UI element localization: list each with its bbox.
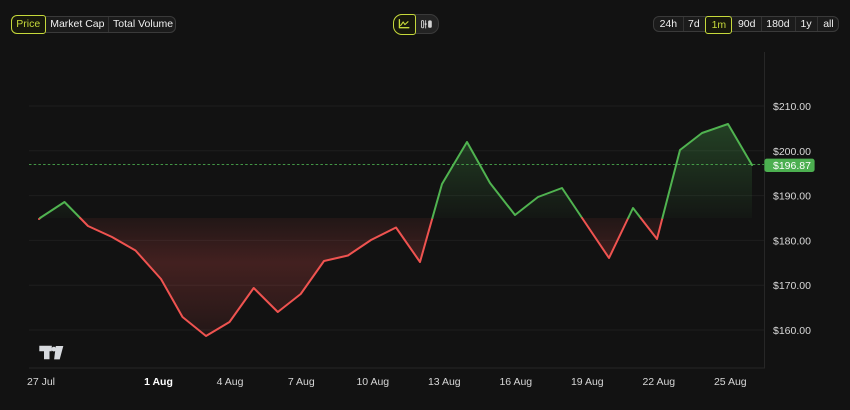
svg-text:$200.00: $200.00 — [773, 146, 811, 158]
svg-text:$210.00: $210.00 — [773, 101, 811, 113]
svg-text:10 Aug: 10 Aug — [356, 376, 389, 388]
svg-text:$170.00: $170.00 — [773, 280, 811, 292]
svg-text:13 Aug: 13 Aug — [428, 376, 461, 388]
svg-text:19 Aug: 19 Aug — [571, 376, 604, 388]
svg-text:$160.00: $160.00 — [773, 325, 811, 337]
svg-text:7 Aug: 7 Aug — [288, 376, 315, 388]
svg-text:16 Aug: 16 Aug — [499, 376, 532, 388]
svg-text:27 Jul: 27 Jul — [27, 376, 55, 388]
svg-text:4 Aug: 4 Aug — [217, 376, 244, 388]
svg-text:1 Aug: 1 Aug — [144, 376, 173, 388]
svg-text:$190.00: $190.00 — [773, 191, 811, 203]
svg-text:25 Aug: 25 Aug — [714, 376, 747, 388]
svg-text:$180.00: $180.00 — [773, 235, 811, 247]
svg-text:$196.87: $196.87 — [773, 160, 811, 172]
svg-text:22 Aug: 22 Aug — [642, 376, 675, 388]
